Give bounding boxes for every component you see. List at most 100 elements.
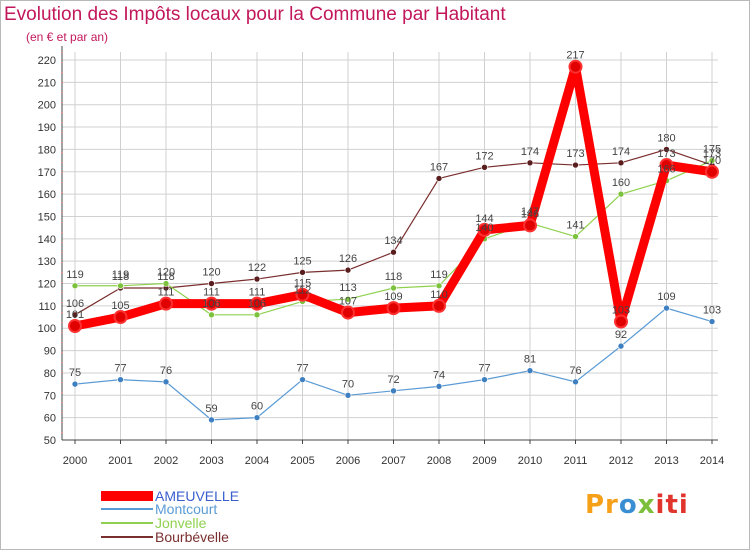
y-tick-label: 190 [38, 122, 56, 134]
data-point-ameuvelle [250, 296, 264, 311]
legend-swatch [101, 491, 153, 501]
data-label-jonvelle: 141 [566, 220, 584, 232]
y-tick-label: 170 [38, 167, 56, 179]
data-label-jonvelle: 175 [703, 144, 721, 156]
data-label-montcourt: 70 [342, 378, 354, 390]
data-label-bourbévelle: 106 [66, 298, 84, 310]
data-label-bourbévelle: 118 [157, 271, 175, 283]
data-point-montcourt [208, 416, 215, 424]
data-point-ameuvelle [159, 296, 173, 311]
data-point-ameuvelle [113, 310, 128, 325]
x-tick-label: 2004 [245, 455, 269, 467]
data-point-montcourt [617, 342, 625, 350]
logo-letters-1: Pr [585, 490, 619, 520]
data-label-montcourt: 103 [703, 305, 721, 317]
data-label-bourbévelle: 174 [521, 146, 539, 158]
data-point-bourbévelle [208, 280, 215, 287]
data-label-bourbévelle: 126 [339, 253, 357, 265]
y-tick-label: 140 [38, 234, 56, 246]
y-tick-label: 50 [44, 435, 56, 447]
data-point-jonvelle [344, 295, 352, 303]
x-tick-label: 2014 [700, 455, 724, 467]
logo-letters-4: iti [655, 490, 689, 520]
data-point-ameuvelle [477, 222, 492, 237]
data-point-jonvelle [71, 282, 79, 290]
data-point-montcourt [344, 391, 352, 399]
data-point-bourbévelle [299, 269, 306, 276]
legend-swatch [101, 536, 153, 538]
data-label-montcourt: 81 [524, 354, 536, 366]
page-title: Evolution des Impôts locaux pour la Comm… [4, 4, 506, 25]
data-label-jonvelle: 147 [521, 206, 539, 218]
data-label-montcourt: 77 [114, 363, 126, 375]
data-label-ameuvelle: 115 [294, 278, 312, 290]
data-label-bourbévelle: 120 [202, 267, 220, 279]
y-tick-label: 180 [38, 144, 56, 156]
x-tick-label: 2011 [564, 455, 588, 467]
data-label-jonvelle: 106 [202, 298, 220, 310]
data-point-montcourt [572, 378, 579, 386]
y-tick-label: 130 [38, 256, 56, 268]
data-point-bourbévelle [526, 159, 534, 167]
x-tick-label: 2006 [336, 455, 360, 467]
x-tick-label: 2001 [108, 455, 132, 467]
data-label-ameuvelle: 217 [566, 50, 584, 62]
axis-layer: 50 60 70 80 90 100 110 120 130 140 150 160 170 180 190… [38, 46, 724, 467]
y-tick-label: 80 [44, 368, 56, 380]
x-tick-label: 2000 [63, 455, 87, 467]
data-label-bourbévelle: 118 [112, 271, 130, 283]
data-point-jonvelle [117, 282, 124, 290]
x-tick-label: 2005 [290, 455, 314, 467]
data-point-jonvelle [572, 233, 579, 240]
data-point-ameuvelle [523, 218, 537, 233]
x-tick-label: 2008 [427, 455, 451, 467]
data-point-bourbévelle [481, 163, 488, 171]
data-label-montcourt: 76 [160, 365, 172, 377]
data-point-jonvelle [253, 311, 261, 319]
data-label-bourbévelle: 167 [430, 161, 448, 173]
logo-letters-3: x [637, 490, 656, 520]
data-point-montcourt [299, 376, 306, 383]
data-point-jonvelle [162, 280, 170, 287]
data-point-jonvelle [435, 282, 443, 290]
x-tick-label: 2013 [654, 455, 678, 467]
x-tick-label: 2010 [518, 455, 542, 467]
data-point-jonvelle [708, 157, 716, 164]
data-label-jonvelle: 112 [294, 284, 312, 296]
data-point-jonvelle [208, 311, 215, 319]
data-label-ameuvelle: 170 [703, 155, 721, 167]
data-point-montcourt [663, 304, 670, 312]
data-point-ameuvelle [614, 314, 628, 329]
data-point-bourbévelle [617, 159, 625, 167]
x-tick-label: 2002 [154, 455, 178, 467]
proxiti-logo: Proxiti [585, 490, 689, 520]
data-label-layer: 101 105 111 111 111 115 107 109 110 144 146 217 103 1… [66, 50, 721, 415]
data-label-bourbévelle: 172 [475, 150, 493, 162]
data-label-montcourt: 59 [205, 403, 217, 415]
data-label-montcourt: 74 [433, 369, 445, 381]
data-point-ameuvelle [386, 301, 401, 316]
data-label-jonvelle: 120 [157, 267, 175, 279]
data-label-ameuvelle: 146 [521, 208, 539, 220]
data-point-bourbévelle [435, 175, 443, 182]
data-point-jonvelle [617, 190, 625, 198]
data-point-montcourt [526, 367, 534, 375]
data-label-jonvelle: 140 [475, 222, 493, 234]
data-point-ameuvelle [341, 305, 355, 320]
data-label-bourbévelle: 174 [612, 146, 630, 158]
x-tick-label: 2012 [609, 455, 633, 467]
legend-swatch [101, 508, 153, 510]
data-label-jonvelle: 113 [339, 282, 357, 294]
y-tick-label: 160 [38, 189, 56, 201]
y-tick-label: 120 [38, 279, 56, 291]
y-tick-label: 210 [38, 77, 56, 89]
data-label-ameuvelle: 101 [66, 309, 84, 321]
data-label-ameuvelle: 144 [475, 213, 493, 225]
data-point-montcourt [71, 380, 79, 388]
data-label-montcourt: 76 [569, 365, 581, 377]
data-point-montcourt [117, 376, 124, 383]
y-tick-label: 100 [38, 323, 56, 335]
data-point-ameuvelle [68, 319, 82, 333]
